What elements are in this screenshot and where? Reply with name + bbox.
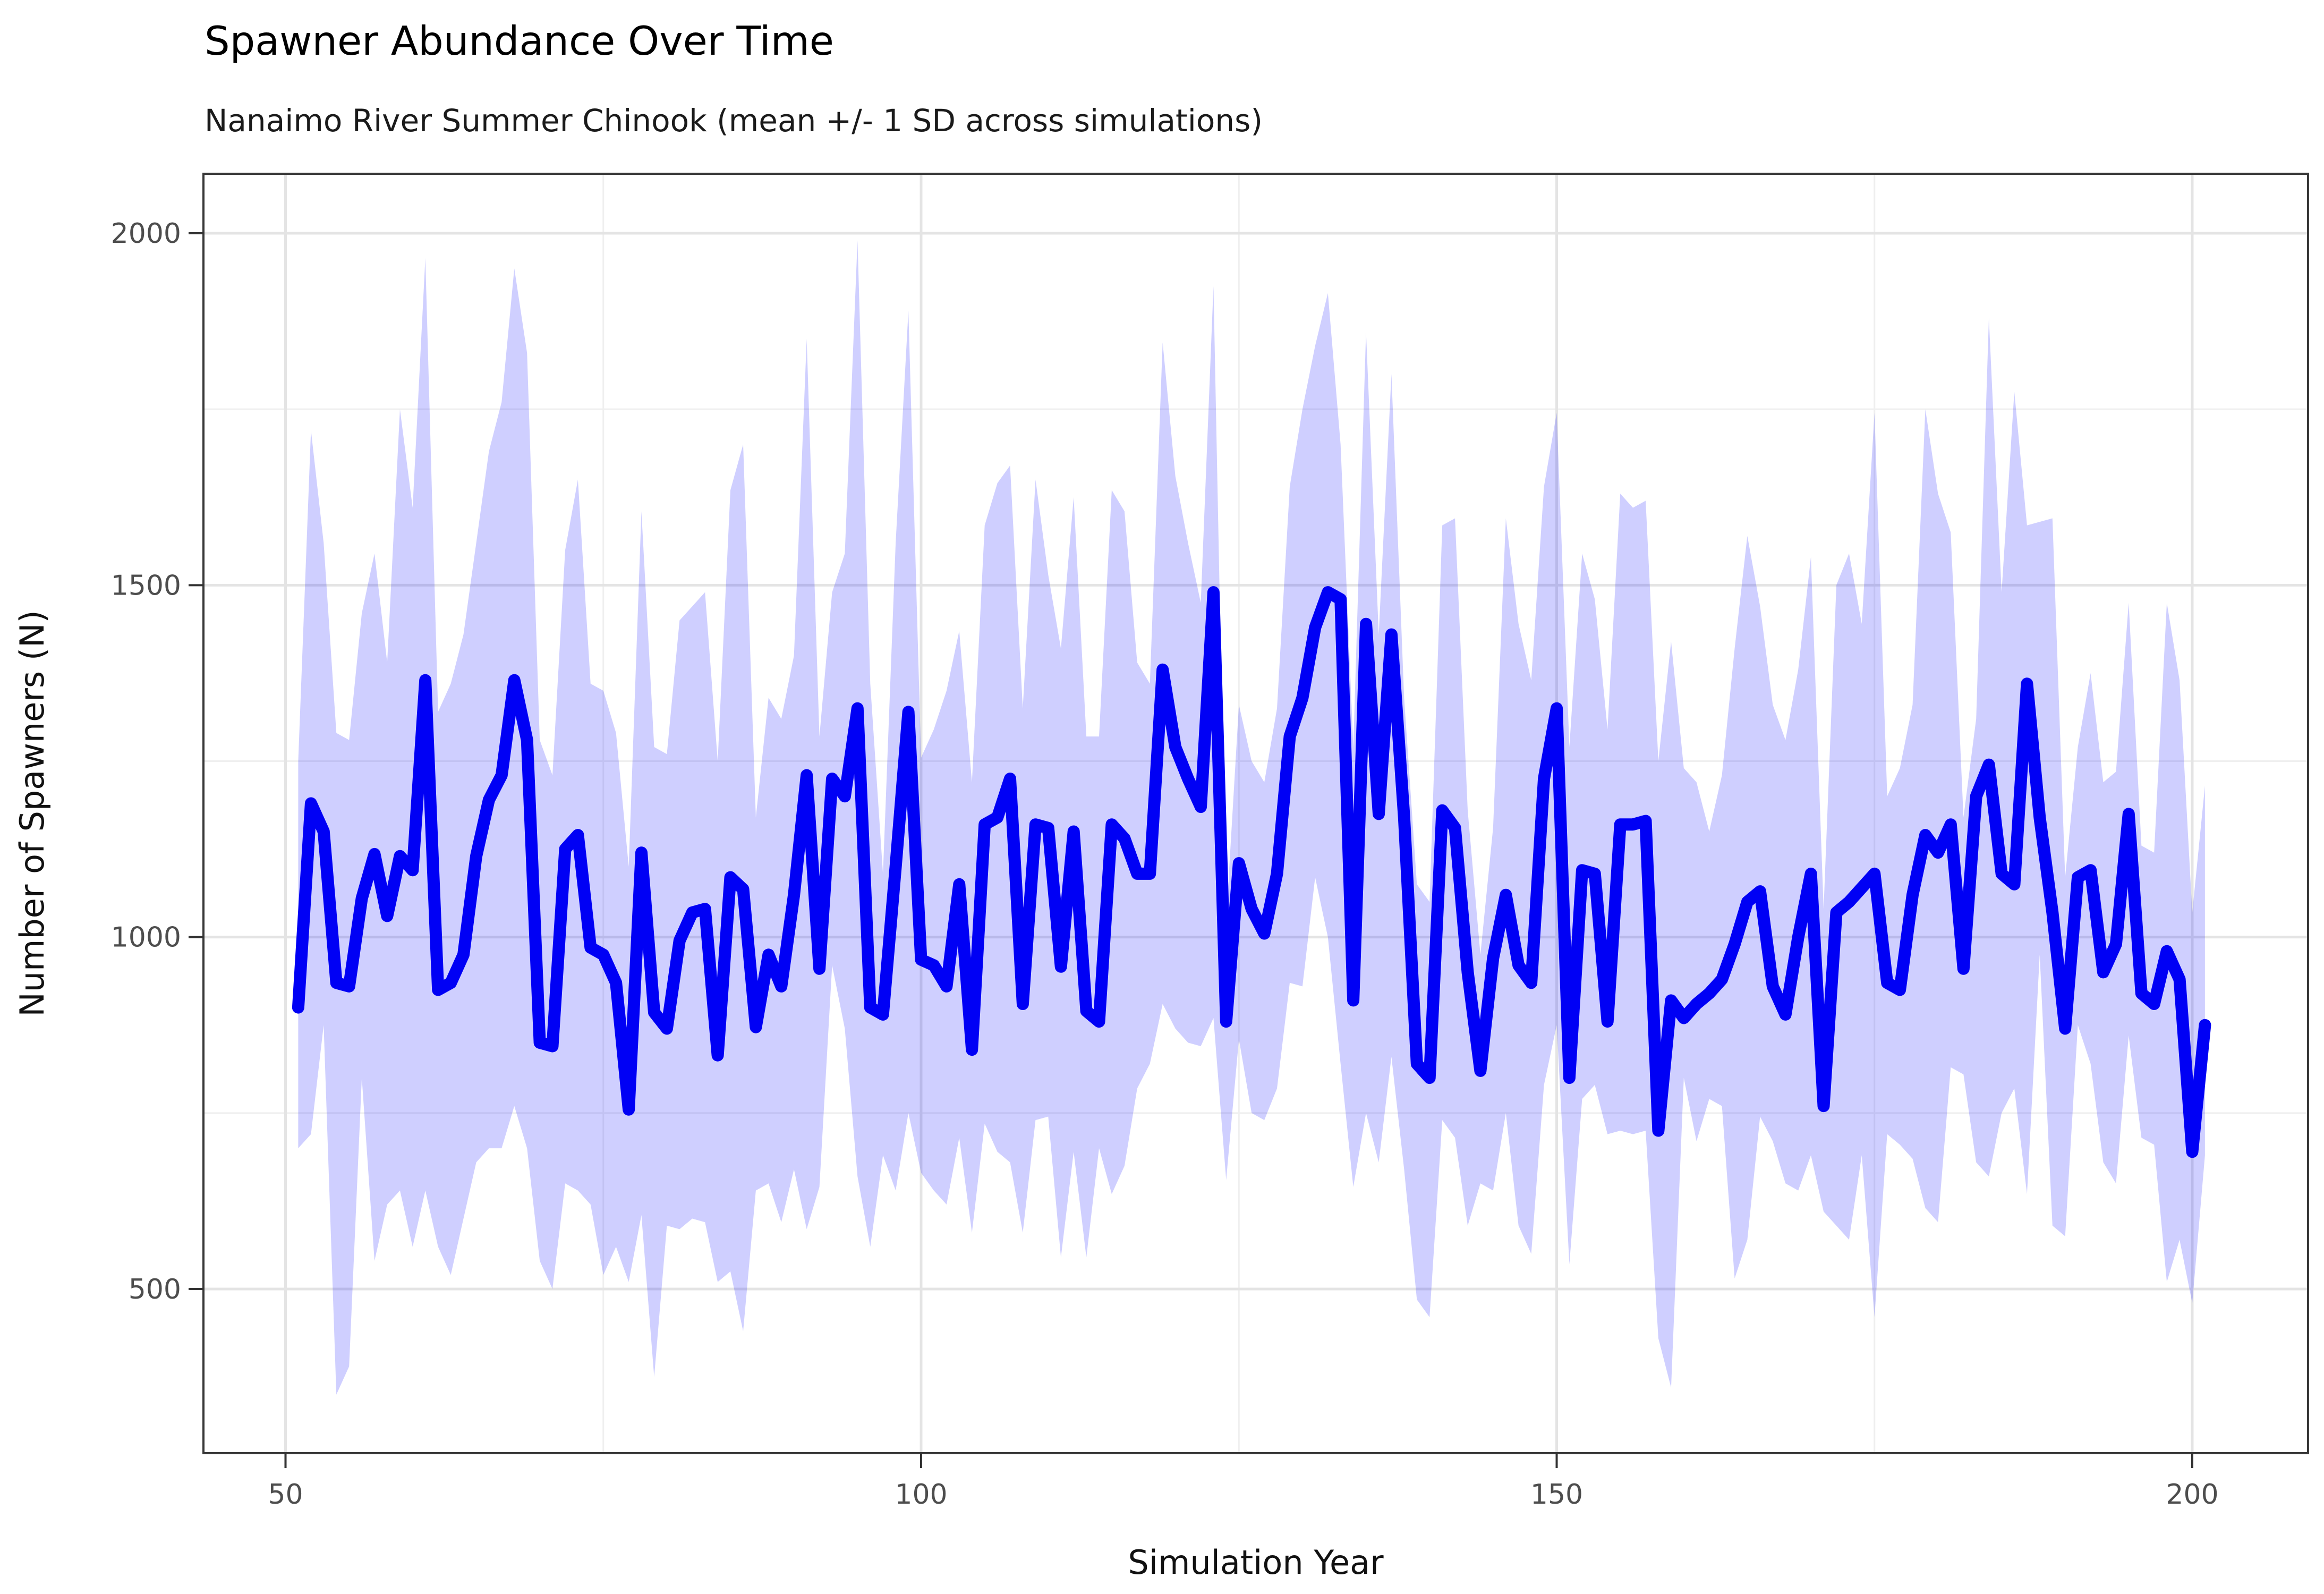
chart-title: Spawner Abundance Over Time xyxy=(205,18,834,64)
y-tick-label-2000: 2000 xyxy=(111,218,181,250)
x-tick-label-100: 100 xyxy=(895,1479,947,1511)
y-tick-label-500: 500 xyxy=(129,1274,181,1305)
mean-line xyxy=(292,586,2211,1158)
chart-subtitle: Nanaimo River Summer Chinook (mean +/- 1… xyxy=(205,103,1263,139)
x-axis-title: Simulation Year xyxy=(1128,1543,1384,1582)
y-tick-label-1000: 1000 xyxy=(111,922,181,954)
x-tick-label-200: 200 xyxy=(2166,1479,2218,1511)
sd-ribbon xyxy=(298,240,2205,1395)
data-layer xyxy=(292,240,2211,1395)
y-tick-label-1500: 1500 xyxy=(111,570,181,601)
x-tick-label-150: 150 xyxy=(1530,1479,1583,1511)
x-tick-label-50: 50 xyxy=(268,1479,303,1511)
y-axis-title: Number of Spawners (N) xyxy=(13,610,52,1016)
axis-layer: 50 100 150 200 500 1000 1500 2000 xyxy=(111,218,2219,1511)
plot-panel-border xyxy=(202,173,2309,1454)
